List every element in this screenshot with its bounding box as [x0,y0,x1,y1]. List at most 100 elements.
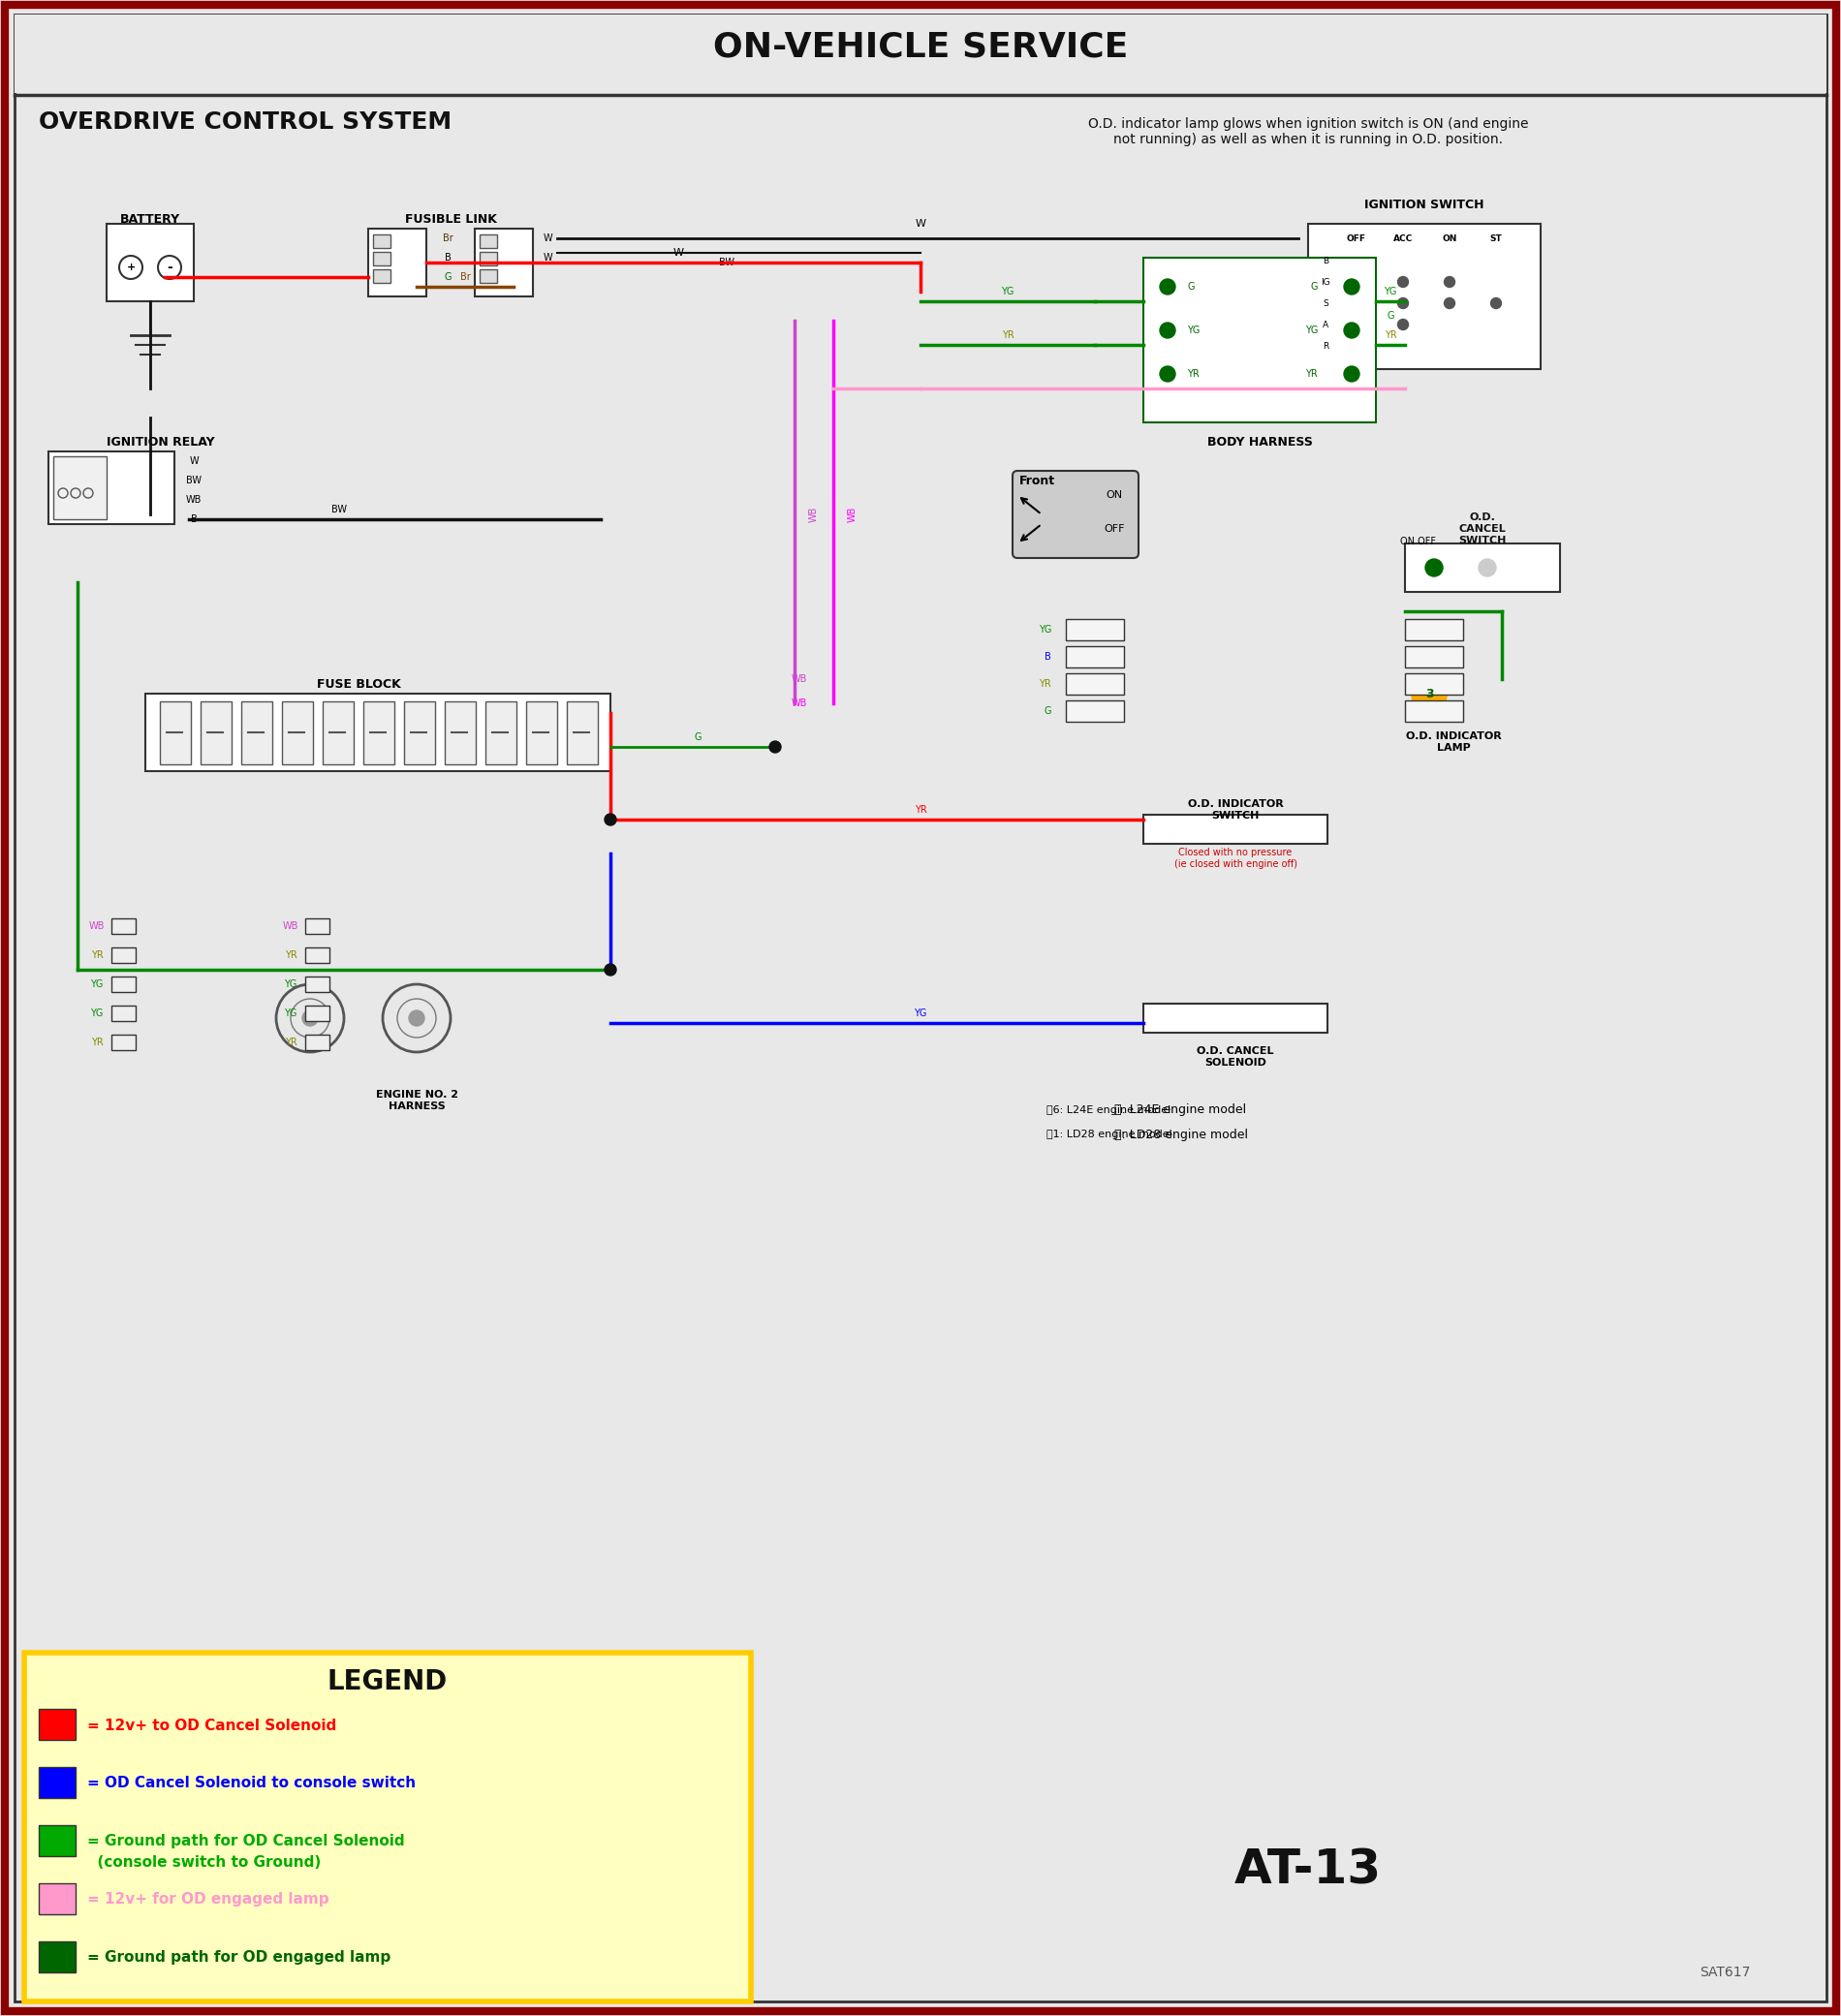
Text: IGNITION SWITCH: IGNITION SWITCH [1364,198,1484,212]
Text: OVERDRIVE CONTROL SYSTEM: OVERDRIVE CONTROL SYSTEM [39,111,451,133]
Text: = Ground path for OD Cancel Solenoid: = Ground path for OD Cancel Solenoid [87,1835,405,1849]
Text: O.D.
CANCEL
SWITCH: O.D. CANCEL SWITCH [1458,512,1506,544]
Text: W: W [915,220,926,228]
Text: BW: BW [331,504,346,514]
Bar [1405,544,1559,593]
Bar [567,702,598,764]
Text: ON-VEHICLE SERVICE: ON-VEHICLE SERVICE [712,30,1129,62]
Text: OFF: OFF [1348,234,1366,242]
Text: YG: YG [1384,286,1397,296]
Circle shape [1344,278,1359,294]
Bar [306,1034,330,1050]
Text: FUSE BLOCK: FUSE BLOCK [317,677,401,689]
Text: YR: YR [915,804,926,814]
Text: BW: BW [720,258,735,268]
Text: YR: YR [285,1038,296,1046]
Text: B: B [1322,256,1329,264]
Bar [475,228,532,296]
Text: YR: YR [1384,331,1397,341]
Text: O.D. INDICATOR
SWITCH: O.D. INDICATOR SWITCH [1187,800,1283,821]
Text: Br: Br [442,234,453,244]
Text: YR: YR [1305,369,1318,379]
Text: B: B [190,514,197,524]
Text: OFF: OFF [1105,524,1125,534]
Text: ⑑1: LD28 engine model: ⑑1: LD28 engine model [1046,1129,1173,1139]
Text: G: G [694,732,701,742]
Text: O.D. INDICATOR
LAMP: O.D. INDICATOR LAMP [1405,732,1500,752]
Bar [112,919,136,933]
Text: ON OFF: ON OFF [1401,536,1436,546]
Text: O.D. indicator lamp glows when ignition switch is ON (and engine
not running) as: O.D. indicator lamp glows when ignition … [1088,117,1528,147]
Bar [1066,700,1125,722]
Text: W: W [543,234,552,244]
Text: BW: BW [186,476,201,486]
Text: WB: WB [792,673,808,683]
Text: YR: YR [1038,679,1051,689]
Bar [39,1941,75,1972]
Circle shape [1443,298,1454,308]
Text: B: B [444,252,451,262]
Bar [1405,647,1464,667]
Text: YG: YG [1305,325,1318,335]
Circle shape [770,742,781,752]
Circle shape [1397,276,1408,286]
Bar [1405,619,1464,641]
Bar [374,270,390,282]
Bar [1143,814,1327,845]
Text: (console switch to Ground): (console switch to Ground) [87,1855,320,1871]
Bar [374,252,390,266]
Circle shape [1351,298,1362,308]
Text: G: G [1386,310,1394,321]
Text: YR: YR [90,950,103,960]
Text: -: - [168,260,173,274]
Bar [145,694,611,772]
Bar [112,1034,136,1050]
Circle shape [1478,558,1497,577]
Text: WB: WB [186,496,203,504]
Text: YG: YG [284,980,296,990]
Text: LEGEND: LEGEND [328,1667,447,1695]
Text: WB: WB [808,506,819,522]
Bar [1405,700,1464,722]
Bar [107,224,193,300]
Text: YG: YG [284,1008,296,1018]
Text: ON: ON [1442,234,1456,242]
Bar [1309,224,1541,369]
Text: FUSIBLE LINK: FUSIBLE LINK [405,212,497,226]
Bar [1405,673,1464,696]
Circle shape [302,1010,318,1026]
Text: YR: YR [1002,331,1014,341]
Text: S: S [1322,298,1329,308]
Bar [481,252,497,266]
Circle shape [1344,367,1359,381]
Bar [241,702,272,764]
Bar [363,702,394,764]
Text: YR: YR [90,1038,103,1046]
Bar [368,228,427,296]
Circle shape [409,1010,425,1026]
Bar [1143,258,1375,423]
Circle shape [1397,319,1408,331]
Bar [306,1006,330,1020]
Text: WB: WB [88,921,105,931]
Bar [160,702,191,764]
Text: AT-13: AT-13 [1233,1847,1383,1893]
FancyBboxPatch shape [6,4,1835,2012]
Text: W: W [190,456,199,466]
Circle shape [604,964,617,976]
Circle shape [1344,323,1359,339]
Bar [282,702,313,764]
Text: YG: YG [1038,625,1051,635]
Text: WB: WB [284,921,298,931]
Text: Br: Br [460,272,469,282]
Text: W: W [674,248,683,258]
Text: = Ground path for OD engaged lamp: = Ground path for OD engaged lamp [87,1951,390,1966]
Circle shape [1160,367,1175,381]
Text: 3: 3 [1425,687,1434,700]
Text: Ⓣ: LD28 engine model: Ⓣ: LD28 engine model [1114,1129,1248,1141]
Circle shape [1397,298,1408,308]
Text: YG: YG [1187,325,1200,335]
FancyBboxPatch shape [15,14,1826,2002]
Bar [322,702,353,764]
Bar [374,234,390,248]
